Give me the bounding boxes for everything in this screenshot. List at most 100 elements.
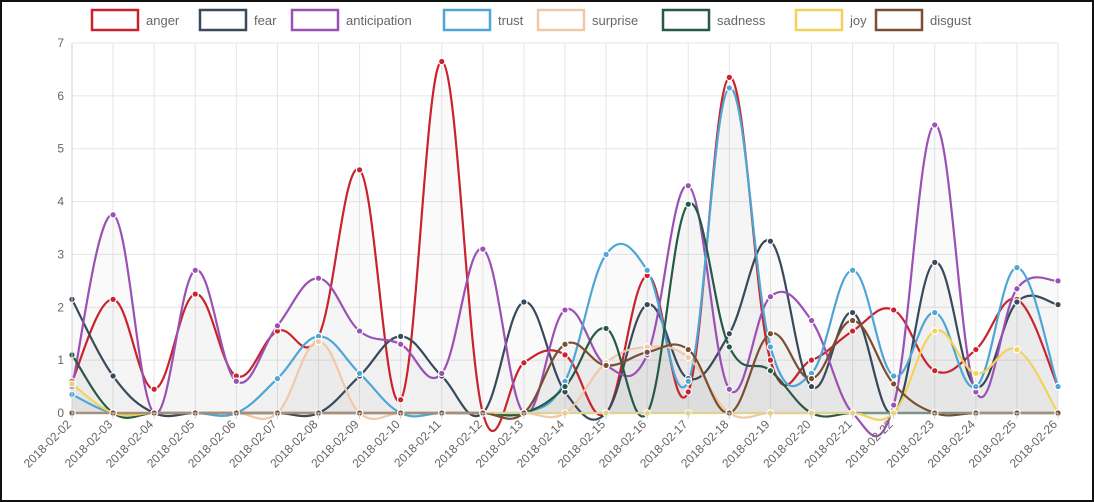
legend-item-sadness[interactable]: sadness — [661, 8, 766, 32]
legend[interactable]: anger fear anticipation trust surprise sadnes… — [90, 8, 972, 32]
data-point-anticipation — [930, 121, 939, 129]
data-point-fear — [643, 300, 651, 309]
data-point-anger — [766, 356, 775, 364]
data-point-anticipation — [355, 327, 364, 335]
data-point-sadness — [561, 382, 569, 391]
data-point-anticipation — [561, 306, 569, 314]
data-point-fear — [1054, 300, 1062, 309]
data-point-anger — [807, 356, 816, 364]
data-point-trust — [766, 343, 775, 351]
y-tick-label: 4 — [57, 195, 64, 209]
data-point-trust — [602, 250, 610, 259]
data-point-trust — [848, 266, 857, 275]
data-point-anger — [191, 290, 200, 298]
legend-item-joy[interactable]: joy — [794, 8, 867, 32]
data-point-disgust — [889, 380, 898, 388]
legend-label-surprise: surprise — [592, 13, 638, 28]
data-point-joy — [930, 327, 939, 335]
data-point-anger — [684, 388, 693, 396]
data-point-sadness — [684, 200, 693, 209]
data-point-trust — [684, 377, 693, 386]
data-point-joy — [972, 369, 980, 378]
data-point-anticipation — [479, 245, 487, 253]
legend-item-anticipation[interactable]: anticipation — [290, 8, 412, 32]
data-point-disgust — [807, 374, 816, 383]
data-point-anticipation — [725, 385, 734, 394]
data-point-anger — [848, 327, 857, 335]
data-point-anger — [109, 295, 117, 304]
data-point-anticipation — [889, 401, 898, 409]
data-point-anger — [561, 351, 569, 359]
data-point-anticipation — [273, 321, 282, 330]
data-point-surprise — [684, 353, 693, 362]
data-point-sadness — [725, 343, 734, 351]
y-tick-label: 2 — [57, 300, 64, 314]
y-tick-label: 7 — [57, 36, 64, 50]
series-line-anticipation — [70, 123, 1060, 438]
legend-item-surprise[interactable]: surprise — [536, 8, 638, 32]
legend-swatch-anticipation — [290, 8, 340, 32]
data-point-anger — [972, 345, 980, 354]
data-point-anticipation — [684, 181, 693, 190]
data-point-anger — [930, 366, 939, 375]
legend-label-trust: trust — [498, 13, 524, 28]
data-point-fear — [807, 382, 816, 391]
data-point-trust — [643, 266, 651, 275]
legend-label-sadness: sadness — [717, 13, 766, 28]
data-point-fear — [396, 332, 405, 341]
data-point-anticipation — [232, 377, 241, 386]
data-point-anticipation — [437, 369, 446, 378]
data-point-disgust — [766, 329, 775, 338]
data-point-anticipation — [396, 340, 405, 349]
data-point-anger — [437, 57, 446, 66]
data-point-fear — [1013, 298, 1021, 306]
legend-item-anger[interactable]: anger — [90, 8, 180, 32]
data-point-trust — [930, 308, 939, 317]
legend-swatch-trust — [442, 8, 492, 32]
data-point-joy — [1013, 345, 1021, 354]
data-point-anticipation — [314, 274, 323, 283]
data-point-anticipation — [191, 266, 200, 275]
legend-item-trust[interactable]: trust — [442, 8, 524, 32]
data-point-anticipation — [1054, 277, 1062, 285]
data-point-fear — [766, 237, 775, 246]
y-tick-label: 3 — [57, 247, 64, 261]
legend-label-disgust: disgust — [930, 13, 972, 28]
legend-swatch-joy — [794, 8, 844, 32]
data-point-sadness — [602, 324, 610, 333]
data-point-trust — [1054, 382, 1062, 391]
y-tick-label: 1 — [57, 353, 64, 367]
legend-swatch-anger — [90, 8, 140, 32]
data-point-fear — [109, 372, 117, 380]
data-point-trust — [725, 84, 734, 92]
data-point-anger — [520, 358, 528, 367]
data-point-disgust — [684, 345, 693, 354]
legend-swatch-disgust — [874, 8, 924, 32]
legend-label-joy: joy — [849, 13, 867, 28]
data-point-disgust — [848, 316, 857, 325]
data-point-disgust — [643, 348, 651, 357]
y-tick-label: 0 — [57, 406, 64, 420]
legend-item-fear[interactable]: fear — [198, 8, 277, 32]
data-point-fear — [520, 298, 528, 306]
y-tick-label: 6 — [57, 89, 64, 103]
data-point-fear — [725, 329, 734, 338]
legend-label-anger: anger — [146, 13, 180, 28]
data-point-anticipation — [109, 210, 117, 219]
data-point-anger — [889, 306, 898, 314]
y-tick-label: 5 — [57, 142, 64, 156]
legend-label-anticipation: anticipation — [346, 13, 412, 28]
data-point-anger — [396, 395, 405, 404]
data-point-anticipation — [807, 316, 816, 325]
legend-swatch-sadness — [661, 8, 711, 32]
data-point-trust — [972, 382, 980, 391]
data-point-trust — [1013, 263, 1021, 272]
data-point-fear — [848, 308, 857, 317]
legend-swatch-fear — [198, 8, 248, 32]
data-point-anticipation — [766, 292, 775, 301]
legend-item-disgust[interactable]: disgust — [874, 8, 972, 32]
data-point-trust — [889, 372, 898, 380]
data-point-trust — [355, 369, 364, 378]
